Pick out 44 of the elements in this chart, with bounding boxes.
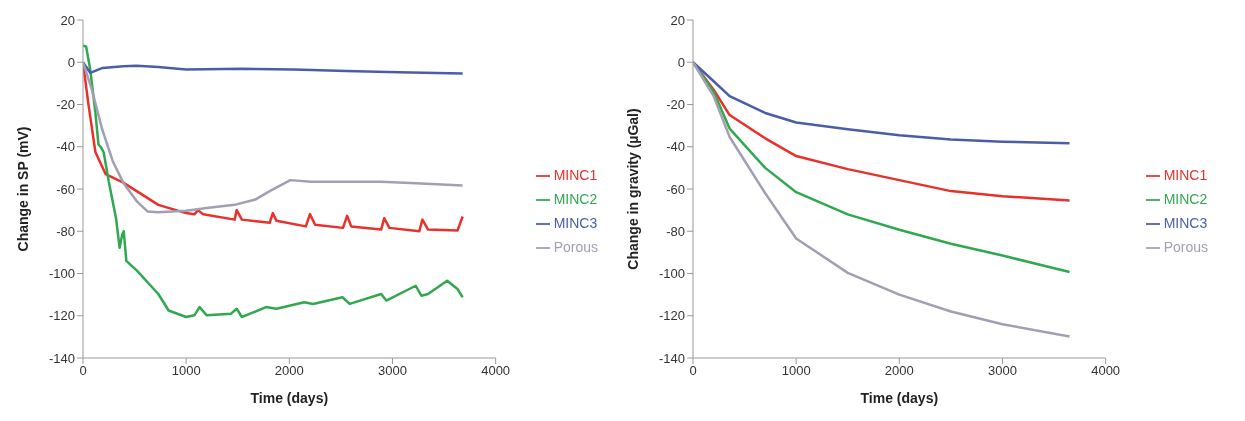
y-tick-label: -140 — [48, 350, 75, 366]
x-axis-title: Time (days) — [250, 390, 329, 406]
x-tick-label: 2000 — [274, 363, 304, 379]
y-tick-label: 0 — [677, 54, 685, 70]
legend-label: MINC1 — [1163, 166, 1208, 183]
y-tick-label: -100 — [48, 266, 75, 282]
y-tick-label: -120 — [658, 308, 685, 324]
y-tick-label: -20 — [666, 97, 685, 113]
x-tick-label: 1000 — [171, 363, 201, 379]
y-tick-label: -40 — [56, 139, 75, 155]
x-tick-label: 3000 — [378, 363, 407, 379]
x-tick-label: 0 — [79, 363, 87, 379]
y-tick-label: -20 — [56, 97, 75, 113]
x-tick-label: 4000 — [481, 363, 511, 379]
y-tick-label: -100 — [658, 266, 685, 282]
legend-label: MINC2 — [1163, 190, 1208, 207]
line-series — [83, 44, 464, 319]
y-tick-label: 0 — [67, 54, 75, 70]
y-tick-label: -60 — [666, 181, 685, 197]
y-tick-label: 20 — [60, 12, 75, 28]
line-series — [693, 61, 1071, 145]
y-axis-title: Change in gravity (µGal) — [624, 108, 641, 270]
y-tick-label: 20 — [670, 12, 685, 28]
x-axis-title: Time (days) — [860, 390, 939, 406]
x-tick-label: 0 — [689, 363, 697, 379]
x-tick-label: 1000 — [781, 363, 811, 379]
y-tick-label: -80 — [56, 223, 75, 239]
legend-label: MINC1 — [553, 166, 598, 183]
line-series — [83, 61, 464, 75]
y-axis-title: Change in SP (mV) — [14, 126, 31, 252]
legend-label: Porous — [553, 238, 598, 255]
x-tick-label: 4000 — [1091, 363, 1121, 379]
y-tick-label: -60 — [56, 181, 75, 197]
legend-label: MINC3 — [1163, 214, 1208, 231]
x-tick-label: 2000 — [884, 363, 914, 379]
legend-label: Porous — [1163, 238, 1208, 255]
y-tick-label: -40 — [666, 139, 685, 155]
y-tick-label: -120 — [48, 308, 75, 324]
legend-label: MINC3 — [553, 214, 598, 231]
x-tick-label: 3000 — [988, 363, 1017, 379]
legend-label: MINC2 — [553, 190, 598, 207]
line-series — [693, 61, 1071, 338]
y-tick-label: -80 — [666, 223, 685, 239]
y-tick-label: -140 — [658, 350, 685, 366]
